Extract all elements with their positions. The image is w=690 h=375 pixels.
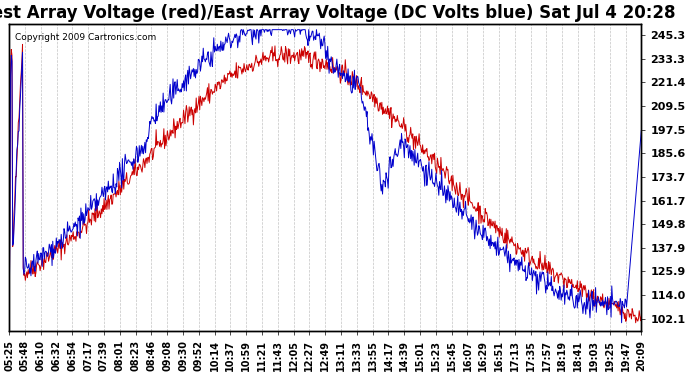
Title: West Array Voltage (red)/East Array Voltage (DC Volts blue) Sat Jul 4 20:28: West Array Voltage (red)/East Array Volt… xyxy=(0,4,676,22)
Text: Copyright 2009 Cartronics.com: Copyright 2009 Cartronics.com xyxy=(15,33,157,42)
